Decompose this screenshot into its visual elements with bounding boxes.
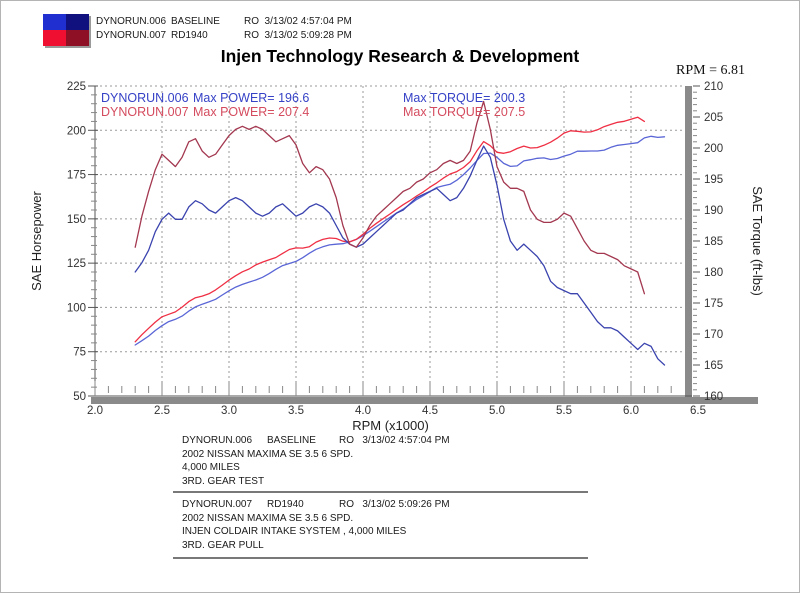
legend-run-name: DYNORUN.006 <box>101 91 189 105</box>
x-tick-label: 2.5 <box>154 405 170 417</box>
separator-line <box>173 491 588 493</box>
header-run-row: DYNORUN.007 RD1940 RO 3/13/02 5:09:28 PM <box>96 30 496 44</box>
x-tick-label: 6.5 <box>690 405 706 417</box>
chart-horizontal-scrollbar[interactable] <box>91 397 758 404</box>
x-axis-title: RPM (x1000) <box>352 418 429 433</box>
run007-power-swatch <box>43 30 66 46</box>
run-timestamp: RO 3/13/02 4:57:04 PM <box>339 435 450 446</box>
test-note: 3RD. GEAR TEST <box>182 475 265 487</box>
rpm-readout: RPM = 6.81 <box>676 63 745 78</box>
right-tick-label: 165 <box>704 360 723 372</box>
x-tick-label: 6.0 <box>623 405 639 417</box>
right-tick-label: 200 <box>704 143 723 155</box>
run-file-name: DYNORUN.007 <box>182 499 253 510</box>
run-file-name: DYNORUN.006 <box>182 435 253 446</box>
header-run-list: DYNORUN.006 BASELINE RO 3/13/02 4:57:04 … <box>96 16 496 44</box>
test-note: 3RD. GEAR PULL <box>182 539 264 551</box>
left-tick-label: 225 <box>67 81 86 93</box>
dyno-chart: 225 200 175 150 125 100 75 50 210 205 200 195 190 185… <box>29 81 765 433</box>
run-timestamp: RO 3/13/02 5:09:28 PM <box>244 30 352 41</box>
right-tick-label: 190 <box>704 205 723 217</box>
separator-line <box>173 557 588 559</box>
right-axis-title: SAE Torque (ft-lbs) <box>750 186 765 296</box>
run-file-name: DYNORUN.006 <box>96 16 167 27</box>
run007-info-block: DYNORUN.007 RD1940 RO 3/13/02 5:09:26 PM… <box>182 498 602 552</box>
legend-max-torque: Max TORQUE= 200.3 <box>403 91 525 105</box>
chart-vertical-scrollbar[interactable] <box>685 86 692 404</box>
legend-max-torque: Max TORQUE= 207.5 <box>403 105 525 119</box>
left-tick-label: 150 <box>67 214 86 226</box>
right-tick-label: 180 <box>704 267 723 279</box>
run-header-line: DYNORUN.007 RD1940 RO 3/13/02 5:09:26 PM <box>182 498 602 512</box>
torque-curve-dynorun006 <box>134 145 666 366</box>
x-tick-label: 5.5 <box>556 405 572 417</box>
run-timestamp: RO 3/13/02 4:57:04 PM <box>244 16 352 27</box>
run006-info-block: DYNORUN.006 BASELINE RO 3/13/02 4:57:04 … <box>182 434 602 488</box>
right-tick-label: 195 <box>704 174 723 186</box>
run-header-line: DYNORUN.006 BASELINE RO 3/13/02 4:57:04 … <box>182 434 602 448</box>
vehicle-description: 2002 NISSAN MAXIMA SE 3.5 6 SPD. <box>182 512 354 524</box>
x-tick-label: 4.0 <box>355 405 371 417</box>
power-curve-dynorun006 <box>134 135 666 346</box>
legend-max-power: Max POWER= 196.6 <box>193 91 309 105</box>
intake-note: INJEN COLDAIR INTAKE SYSTEM , 4,000 MILE… <box>182 526 407 537</box>
left-tick-label: 200 <box>67 125 86 137</box>
left-tick-label: 175 <box>67 170 86 182</box>
vehicle-description: 2002 NISSAN MAXIMA SE 3.5 6 SPD. <box>182 448 354 460</box>
x-tick-label: 3.5 <box>288 405 304 417</box>
run-timestamp: RO 3/13/02 5:09:26 PM <box>339 499 450 510</box>
run-tag: RD1940 <box>171 30 208 41</box>
mileage-note: 4,000 MILES <box>182 462 240 473</box>
x-tick-label: 5.0 <box>489 405 505 417</box>
x-tick-label: 3.0 <box>221 405 237 417</box>
left-tick-label: 50 <box>73 391 86 403</box>
run006-torque-swatch <box>66 14 89 30</box>
page-title: Injen Technology Research & Development <box>220 46 580 66</box>
header-run-row: DYNORUN.006 BASELINE RO 3/13/02 4:57:04 … <box>96 16 496 30</box>
right-tick-label: 210 <box>704 81 723 93</box>
x-tick-label: 4.5 <box>422 405 438 417</box>
left-tick-label: 100 <box>67 302 86 314</box>
run006-power-swatch <box>43 14 66 30</box>
power-curve-dynorun007 <box>134 116 646 343</box>
left-tick-label: 125 <box>67 258 86 270</box>
run-tag: BASELINE <box>267 435 316 446</box>
run-colors-icon <box>43 14 89 46</box>
left-tick-label: 75 <box>73 347 86 359</box>
run-file-name: DYNORUN.007 <box>96 30 167 41</box>
right-tick-label: 170 <box>704 329 723 341</box>
right-tick-label: 160 <box>704 391 723 403</box>
run-tag: BASELINE <box>171 16 220 27</box>
right-tick-label: 185 <box>704 236 723 248</box>
run007-torque-swatch <box>66 30 89 46</box>
legend-max-power: Max POWER= 207.4 <box>193 105 309 119</box>
left-axis-title: SAE Horsepower <box>29 190 44 290</box>
legend-run-name: DYNORUN.007 <box>101 105 189 119</box>
torque-curve-dynorun007 <box>134 100 646 295</box>
x-tick-label: 2.0 <box>87 405 103 417</box>
right-tick-label: 175 <box>704 298 723 310</box>
right-tick-label: 205 <box>704 112 723 124</box>
run-tag: RD1940 <box>267 499 304 510</box>
